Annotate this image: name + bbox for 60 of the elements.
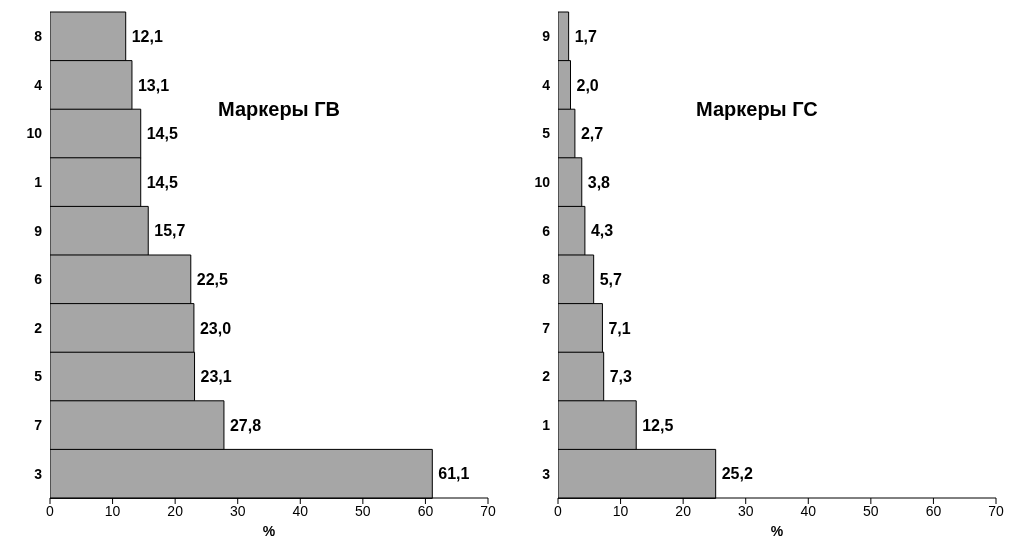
x-tick-label: 20 [675,502,692,519]
y-tick-label: 2 [34,319,43,336]
x-tick-label: 10 [612,502,629,519]
x-tick-label: 10 [104,502,121,519]
data-label: 14,5 [146,125,178,143]
y-tick-label: 6 [34,271,43,288]
text: Маркеры ГВ [218,98,341,121]
text: Маркеры ГС [696,98,818,121]
y-tick-label: 8 [34,28,43,45]
data-label: 12,5 [642,416,674,434]
data-label: 25,2 [721,465,753,483]
data-label: 2,7 [580,125,604,143]
data-label: 15,7 [154,222,186,240]
data-label: 22,5 [196,271,229,288]
x-tick-label: 0 [554,502,563,519]
data-label: 7,1 [608,319,631,337]
x-tick-label: 40 [292,502,309,519]
x-tick-label: 30 [737,502,754,519]
y-tick-label: 2 [542,368,551,385]
data-label: 23,1 [200,368,232,386]
data-label: 23,0 [199,319,232,337]
y-tick-label: 10 [534,174,551,191]
x-tick-label: 20 [167,502,184,519]
y-tick-label: 6 [542,222,551,239]
x-tick-label: 0 [46,502,55,519]
x-tick-label: 60 [417,502,434,519]
y-tick-label: 4 [34,76,43,93]
y-tick-label: 7 [542,319,551,336]
data-label: 13,1 [137,76,170,94]
y-tick-label: 9 [34,222,43,239]
data-label: 12,1 [131,28,163,45]
data-label: 4,3 [590,222,614,240]
data-label: 27,8 [229,416,262,434]
y-tick-label: 3 [542,465,551,482]
data-label: 14,5 [146,173,178,191]
y-tick-label: 3 [34,465,43,482]
data-label: 3,8 [587,173,611,191]
x-axis-title: % [262,523,276,539]
y-tick-label: 9 [542,28,551,45]
x-tick-label: 30 [229,502,246,519]
x-axis-title: % [770,523,784,539]
y-tick-label: 8 [542,271,551,288]
data-label: 2,0 [576,76,599,94]
data-label: 1,7 [574,28,597,45]
data-label: 5,7 [599,271,623,288]
x-tick-label: 40 [800,502,817,519]
y-tick-label: 5 [542,125,551,142]
y-tick-label: 5 [34,368,43,385]
x-tick-label: 50 [355,502,371,519]
data-label: 7,3 [609,368,633,386]
y-tick-label: 7 [34,417,43,434]
y-tick-label: 1 [34,174,43,191]
x-tick-label: 70 [988,502,1004,519]
x-tick-label: 60 [925,502,942,519]
y-tick-label: 10 [26,125,43,142]
x-tick-label: 70 [480,502,496,519]
y-tick-label: 4 [542,76,551,93]
y-tick-label: 1 [542,417,551,434]
x-tick-label: 50 [863,502,879,519]
data-label: 61,1 [438,465,470,483]
